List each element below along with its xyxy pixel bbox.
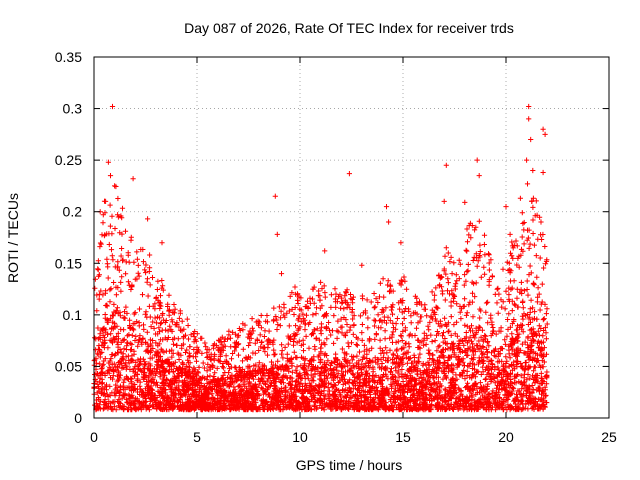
y-tick-label: 0 <box>74 410 82 426</box>
data-points <box>91 103 550 413</box>
y-axis-label: ROTI / TECUs <box>5 193 21 283</box>
x-tick-label: 15 <box>395 429 411 445</box>
x-tick-label: 0 <box>90 429 98 445</box>
y-tick-label: 0.3 <box>63 101 83 117</box>
x-axis-label: GPS time / hours <box>296 457 403 473</box>
x-tick-label: 10 <box>292 429 308 445</box>
x-tick-label: 20 <box>498 429 514 445</box>
roti-point-cloud <box>91 103 550 413</box>
y-tick-label: 0.2 <box>63 204 83 220</box>
y-tick-label: 0.15 <box>55 255 82 271</box>
x-tick-label: 25 <box>601 429 617 445</box>
y-tick-label: 0.1 <box>63 307 83 323</box>
y-tick-label: 0.05 <box>55 358 82 374</box>
plot-frame <box>93 56 610 419</box>
y-tick-label: 0.25 <box>55 152 82 168</box>
axis-ticks: 0 5 10 15 20 25 0 0.05 0.1 0.15 0.2 0.25 0.3 0.35 <box>55 49 617 445</box>
y-tick-label: 0.35 <box>55 49 82 65</box>
x-tick-label: 5 <box>193 429 201 445</box>
chart-title: Day 087 of 2026, Rate Of TEC Index for r… <box>184 20 514 36</box>
